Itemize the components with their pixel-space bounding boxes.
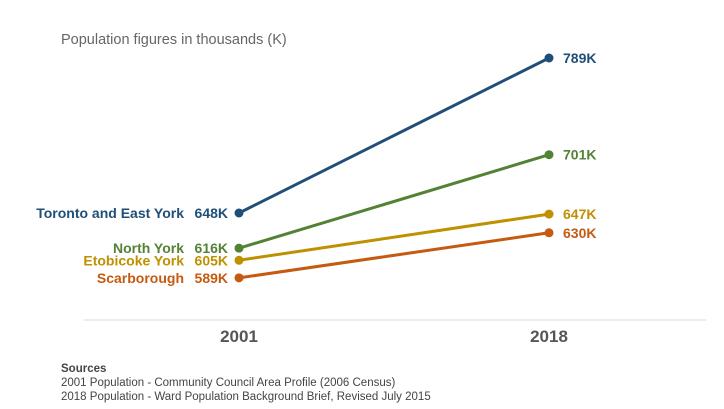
- point-toronto-and-east-york-2001: [234, 208, 244, 218]
- point-etobicoke-york-2001: [234, 255, 244, 265]
- sources-note: Sources 2001 Population - Community Coun…: [61, 362, 431, 404]
- series-line-scarborough: [237, 231, 551, 280]
- value-label-north-york-2001: 616K: [195, 240, 228, 256]
- source-line-2018: 2018 Population - Ward Population Backgr…: [61, 391, 431, 403]
- value-label-etobicoke-york-2001: 605K: [195, 252, 228, 268]
- series-name-north-york: North York: [113, 240, 184, 256]
- x-tick-2001: 2001: [220, 327, 258, 346]
- chart-subtitle: Population figures in thousands (K): [61, 32, 287, 48]
- value-label-north-york-2018: 701K: [563, 147, 596, 163]
- point-toronto-and-east-york-2018: [544, 53, 554, 63]
- series-line-etobicoke-york: [237, 212, 551, 262]
- point-scarborough-2018: [544, 228, 554, 238]
- point-north-york-2018: [544, 150, 554, 160]
- value-label-toronto-and-east-york-2018: 789K: [563, 50, 596, 66]
- value-label-etobicoke-york-2018: 647K: [563, 206, 596, 222]
- series-line-toronto-and-east-york: [237, 56, 551, 215]
- point-etobicoke-york-2018: [544, 209, 554, 219]
- x-tick-2018: 2018: [530, 327, 568, 346]
- value-label-scarborough-2001: 589K: [195, 270, 228, 286]
- series-name-toronto-and-east-york: Toronto and East York: [36, 205, 184, 221]
- value-label-scarborough-2018: 630K: [563, 225, 596, 241]
- series-name-etobicoke-york: Etobicoke York: [83, 252, 184, 268]
- point-north-york-2001: [234, 243, 244, 253]
- point-scarborough-2001: [234, 273, 244, 283]
- source-line-2001: 2001 Population - Community Council Area…: [61, 377, 396, 389]
- sources-heading: Sources: [61, 363, 107, 375]
- series-name-scarborough: Scarborough: [97, 270, 184, 286]
- value-label-toronto-and-east-york-2001: 648K: [195, 205, 228, 221]
- series-line-north-york: [237, 153, 551, 250]
